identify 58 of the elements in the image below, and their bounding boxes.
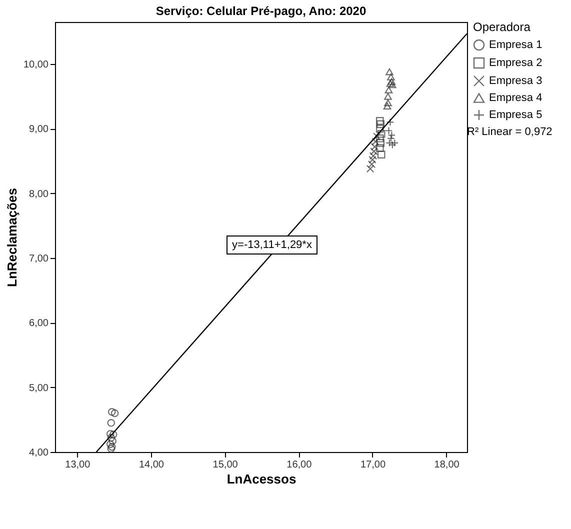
point bbox=[108, 408, 116, 416]
point bbox=[384, 92, 392, 100]
point bbox=[388, 78, 396, 85]
x-tick-label: 17,00 bbox=[360, 460, 386, 470]
point bbox=[372, 138, 380, 146]
y-tick-label: 10,00 bbox=[23, 60, 49, 71]
x-tick-label: 14,00 bbox=[138, 460, 164, 470]
y-tick-label: 5,00 bbox=[29, 382, 49, 394]
point bbox=[376, 139, 385, 147]
point bbox=[110, 409, 119, 418]
point bbox=[106, 440, 114, 448]
legend-title: Operadora bbox=[473, 20, 531, 34]
point bbox=[106, 430, 114, 438]
point bbox=[384, 99, 392, 106]
y-tick-label: 9,00 bbox=[29, 124, 49, 136]
point bbox=[377, 130, 386, 138]
legend-label: Empresa 4 bbox=[489, 92, 542, 104]
x-tick-label: 16,00 bbox=[286, 460, 312, 470]
x-tick-label: 15,00 bbox=[212, 460, 238, 470]
legend-label: Empresa 2 bbox=[489, 57, 542, 69]
point bbox=[368, 156, 376, 164]
point bbox=[376, 120, 385, 128]
legend-label: Empresa 3 bbox=[489, 75, 542, 87]
point bbox=[370, 147, 378, 156]
point bbox=[386, 68, 394, 76]
point bbox=[370, 142, 379, 151]
point bbox=[376, 117, 384, 125]
point bbox=[107, 419, 116, 427]
y-axis-title: LnReclamações bbox=[4, 188, 20, 287]
point bbox=[373, 132, 381, 140]
x-tick-label: 18,00 bbox=[434, 460, 460, 470]
point bbox=[369, 152, 378, 160]
point bbox=[109, 430, 118, 438]
y-tick-label: 4,00 bbox=[29, 448, 49, 458]
point bbox=[366, 164, 374, 173]
point bbox=[387, 74, 395, 80]
point bbox=[376, 144, 384, 152]
legend-label: Empresa 5 bbox=[489, 109, 542, 121]
point bbox=[376, 134, 384, 142]
point bbox=[108, 442, 116, 451]
annotation: y=-13,11+1,29*x bbox=[232, 239, 312, 251]
x-axis-title: LnAcessos bbox=[226, 472, 296, 486]
point bbox=[384, 86, 393, 94]
point bbox=[377, 150, 386, 158]
point bbox=[368, 160, 376, 168]
point bbox=[388, 81, 396, 88]
point bbox=[108, 437, 116, 445]
y-tick-label: 7,00 bbox=[29, 254, 49, 265]
point bbox=[383, 102, 392, 110]
legend-label: Empresa 1 bbox=[489, 39, 542, 51]
point bbox=[376, 124, 384, 133]
y-tick-label: 8,00 bbox=[29, 188, 49, 200]
x-tick-label: 13,00 bbox=[65, 460, 91, 470]
chart-title: Serviço: Celular Pré-pago, Ano: 2020 bbox=[156, 4, 366, 18]
point bbox=[386, 80, 394, 87]
annotation: R² Linear = 0,972 bbox=[467, 126, 552, 138]
point bbox=[107, 434, 116, 442]
y-tick-label: 6,00 bbox=[29, 318, 49, 330]
